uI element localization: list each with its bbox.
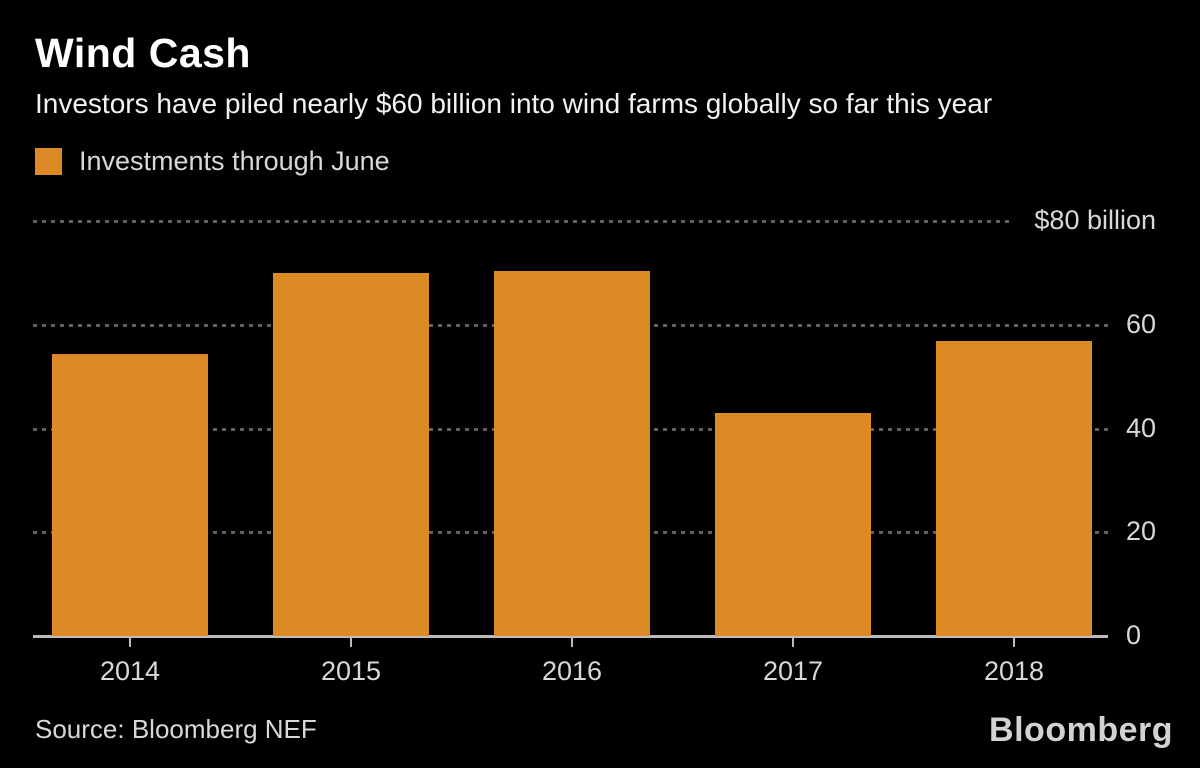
x-axis-label-2017: 2017 [762,656,824,686]
bar-2015 [273,273,429,636]
legend-label: Investments through June [79,146,390,176]
x-tick-2017 [792,638,794,647]
y-axis-label-20: 20 [1126,516,1157,546]
x-axis-label-2014: 2014 [99,656,161,686]
x-axis-label-2018: 2018 [983,656,1045,686]
y-axis-label-40: 40 [1126,413,1157,443]
x-axis-line [33,635,1108,638]
y-axis-label-60: 60 [1126,309,1157,339]
bar-2017 [715,413,871,636]
y-axis-label-0: 0 [1126,620,1142,650]
legend-swatch [35,148,62,175]
x-axis-label-2016: 2016 [541,656,603,686]
x-tick-2015 [350,638,352,647]
bloomberg-logo: Bloomberg [989,711,1173,749]
y-axis-label-80: $80 billion [1034,205,1156,235]
bar-2016 [494,271,650,636]
x-tick-2014 [129,638,131,647]
chart-title: Wind Cash [35,30,251,76]
source-note: Source: Bloomberg NEF [35,714,317,744]
bar-2018 [936,341,1092,636]
chart-subtitle: Investors have piled nearly $60 billion … [35,88,993,119]
gridline-80 [33,220,1012,223]
x-axis-label-2015: 2015 [320,656,382,686]
legend: Investments through June [35,146,390,177]
bar-2014 [52,354,208,636]
x-tick-2018 [1013,638,1015,647]
x-tick-2016 [571,638,573,647]
